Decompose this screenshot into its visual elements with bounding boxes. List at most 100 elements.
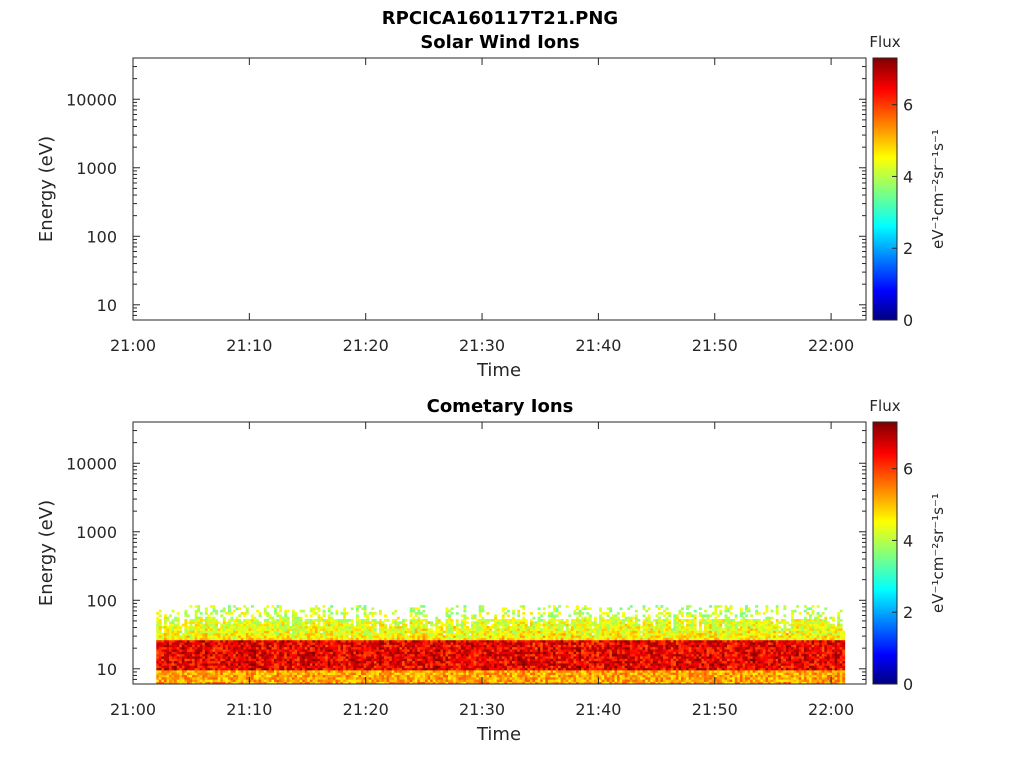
flux-cell xyxy=(276,672,280,676)
flux-cell xyxy=(404,667,408,671)
flux-cell xyxy=(460,677,464,680)
flux-cell xyxy=(309,630,313,634)
flux-cell xyxy=(171,653,175,657)
flux-cell xyxy=(314,653,318,657)
flux-cell xyxy=(217,665,221,669)
flux-cell xyxy=(402,674,405,678)
flux-cell xyxy=(440,653,444,657)
flux-cell xyxy=(338,681,341,685)
flux-cell xyxy=(179,628,183,631)
flux-cell xyxy=(437,635,441,638)
flux-cell xyxy=(281,667,285,671)
flux-cell xyxy=(268,653,272,657)
flux-cell xyxy=(550,621,554,624)
flux-cell xyxy=(460,642,464,645)
flux-cell xyxy=(158,674,162,678)
flux-cell xyxy=(481,621,485,624)
flux-cell xyxy=(576,616,579,620)
flux-cell xyxy=(312,677,316,680)
flux-cell xyxy=(327,621,331,624)
flux-cell xyxy=(274,609,277,613)
flux-cell xyxy=(440,630,444,634)
flux-cell xyxy=(514,663,518,666)
flux-cell xyxy=(425,670,428,673)
flux-cell xyxy=(491,660,495,664)
flux-cell xyxy=(586,653,590,657)
flux-cell xyxy=(371,626,375,629)
flux-cell xyxy=(355,626,359,629)
flux-cell xyxy=(422,609,426,613)
flux-cell xyxy=(263,653,267,657)
flux-cell xyxy=(417,626,421,629)
flux-cell xyxy=(327,626,331,629)
flux-cell xyxy=(176,653,180,657)
flux-cell xyxy=(161,635,165,638)
flux-cell xyxy=(261,646,265,650)
flux-cell xyxy=(448,651,451,655)
flux-cell xyxy=(504,681,508,685)
flux-cell xyxy=(419,626,423,629)
flux-cell xyxy=(166,628,170,631)
flux-cell xyxy=(422,665,426,669)
flux-cell xyxy=(276,628,280,631)
flux-cell xyxy=(361,637,364,641)
flux-cell xyxy=(499,658,503,662)
flux-cell xyxy=(335,681,339,685)
flux-cell xyxy=(240,653,244,657)
flux-cell xyxy=(460,646,464,650)
flux-cell xyxy=(256,626,259,629)
flux-cell xyxy=(279,665,282,669)
flux-cell xyxy=(404,630,408,634)
flux-cell xyxy=(373,612,377,615)
flux-cell xyxy=(276,635,280,638)
flux-cell xyxy=(476,628,480,631)
flux-cell xyxy=(197,667,201,671)
flux-cell xyxy=(338,653,341,657)
flux-cell xyxy=(322,681,326,685)
flux-cell xyxy=(373,665,377,669)
flux-cell xyxy=(217,656,221,659)
flux-cell xyxy=(455,653,459,657)
flux-cell xyxy=(204,677,208,680)
flux-cell xyxy=(391,674,395,678)
flux-cell xyxy=(568,635,572,638)
flux-cell xyxy=(486,612,490,615)
flux-cell xyxy=(312,679,316,682)
flux-cell xyxy=(210,656,213,659)
flux-cell xyxy=(384,672,387,676)
flux-cell xyxy=(348,619,352,622)
flux-cell xyxy=(540,642,544,645)
flux-cell xyxy=(279,642,282,645)
flux-cell xyxy=(227,621,231,624)
flux-cell xyxy=(494,630,498,634)
flux-cell xyxy=(553,632,556,636)
flux-cell xyxy=(363,609,367,613)
flux-cell xyxy=(271,628,275,631)
flux-cell xyxy=(174,630,178,634)
flux-cell xyxy=(473,670,477,673)
flux-cell xyxy=(532,621,536,624)
flux-cell xyxy=(371,670,375,673)
flux-cell xyxy=(230,653,234,657)
flux-cell xyxy=(235,616,239,620)
flux-cell xyxy=(371,665,375,669)
flux-cell xyxy=(512,637,515,641)
flux-cell xyxy=(332,663,336,666)
flux-cell xyxy=(256,644,259,648)
flux-cell xyxy=(394,653,398,657)
flux-cell xyxy=(284,609,288,613)
flux-cell xyxy=(560,635,564,638)
flux-cell xyxy=(281,623,285,627)
flux-cell xyxy=(276,658,280,662)
flux-cell xyxy=(197,644,201,648)
flux-cell xyxy=(550,646,554,650)
flux-cell xyxy=(253,679,257,682)
flux-cell xyxy=(181,660,185,664)
flux-cell xyxy=(553,670,556,673)
flux-cell xyxy=(519,681,523,685)
flux-cell xyxy=(186,628,190,631)
flux-cell xyxy=(358,637,362,641)
flux-cell xyxy=(419,635,423,638)
flux-cell xyxy=(468,663,472,666)
x-tick-label: 21:30 xyxy=(459,336,505,355)
